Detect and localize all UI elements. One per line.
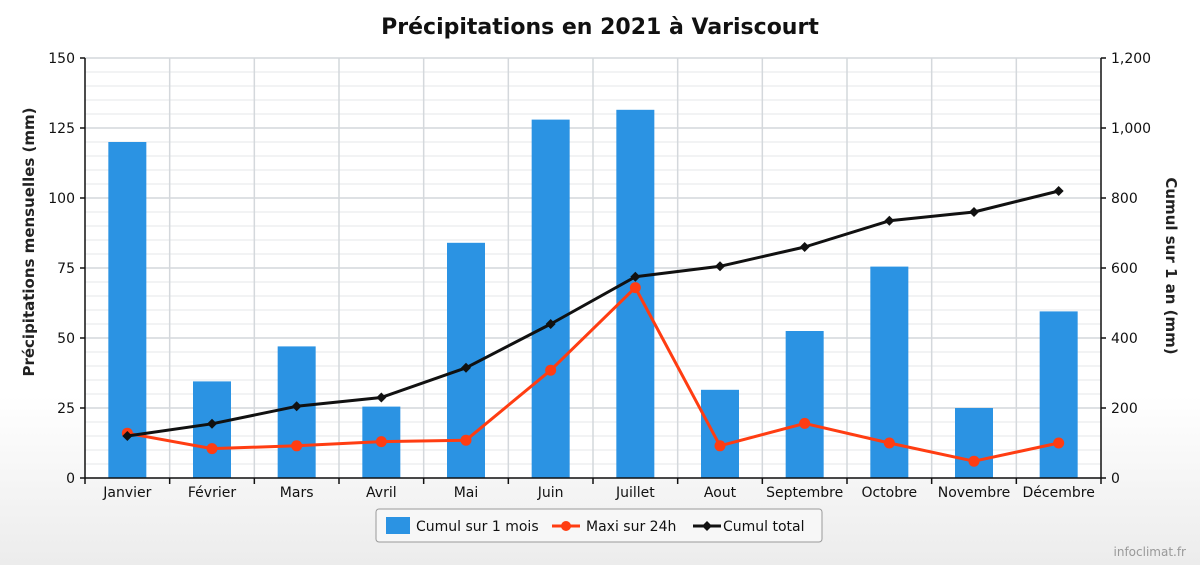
x-tick-label: Septembre <box>766 485 843 501</box>
legend-label-max24h: Maxi sur 24h <box>586 519 676 535</box>
x-axis-ticks: Janvier Février Mars Avril Mai Juin Juillet Aou… <box>84 478 1102 501</box>
y2-tick-label: 600 <box>1111 261 1138 277</box>
legend-swatch-bar <box>386 517 410 534</box>
point-total <box>376 392 387 403</box>
bar <box>701 389 739 478</box>
x-tick-label: Aout <box>704 485 737 501</box>
series-line-max24h <box>127 286 1060 463</box>
point-max24h <box>460 434 472 446</box>
y-tick-label: 100 <box>48 191 75 207</box>
y2-tick-label: 200 <box>1111 401 1138 417</box>
y2-tick-label: 1,000 <box>1111 121 1151 137</box>
series-line-total <box>127 189 1060 438</box>
bar <box>108 142 147 478</box>
bar <box>193 381 231 478</box>
point-total <box>969 207 979 217</box>
bar-series <box>108 109 1078 479</box>
x-tick-label: Mars <box>280 485 314 501</box>
y2-tick-label: 800 <box>1111 191 1138 207</box>
point-max24h <box>1053 437 1065 449</box>
point-max24h <box>714 440 726 452</box>
point-total <box>122 431 133 441</box>
point-total <box>545 319 556 329</box>
point-total <box>291 401 302 412</box>
y-tick-label: 125 <box>48 121 75 137</box>
point-total <box>799 242 810 252</box>
y2-tick-label: 1,200 <box>1111 51 1151 67</box>
legend-marker-max24h <box>561 521 571 531</box>
x-tick-label: Novembre <box>938 485 1011 501</box>
legend-marker-total <box>702 521 712 531</box>
point-total <box>461 362 471 373</box>
x-tick-label: Mai <box>454 485 479 501</box>
point-max24h <box>968 455 980 467</box>
credit-text: infoclimat.fr <box>1114 545 1187 559</box>
x-tick-label: Avril <box>366 485 397 501</box>
point-max24h <box>883 437 895 449</box>
y-tick-label: 50 <box>57 331 75 347</box>
bar <box>277 346 316 478</box>
point-total <box>884 215 895 226</box>
bar <box>955 408 993 478</box>
point-max24h <box>291 440 303 452</box>
chart-title: Précipitations en 2021 à Variscourt <box>381 15 819 40</box>
x-tick-label: Février <box>188 485 236 501</box>
y-tick-label: 25 <box>57 401 75 417</box>
bar <box>1039 311 1078 478</box>
y-tick-label: 0 <box>66 471 75 487</box>
x-tick-label: Décembre <box>1023 485 1095 501</box>
point-max24h <box>375 436 387 448</box>
y-axis-title: Précipitations mensuelles (mm) <box>20 107 38 376</box>
right-axis-ticks: 0 200 400 600 800 1,000 1,200 <box>1101 51 1151 487</box>
legend: Cumul sur 1 mois Maxi sur 24h Cumul tota… <box>375 508 823 543</box>
legend-frame <box>375 508 823 543</box>
point-total <box>207 418 217 429</box>
bar <box>616 109 655 479</box>
x-tick-label: Janvier <box>102 485 151 501</box>
point-total <box>1053 186 1064 196</box>
y2-tick-label: 400 <box>1111 331 1138 347</box>
bar <box>531 119 570 478</box>
point-max24h <box>206 443 218 455</box>
y2-tick-label: 0 <box>1111 471 1120 487</box>
x-tick-label: Juillet <box>615 485 655 501</box>
point-max24h <box>545 364 557 376</box>
point-total <box>715 261 725 272</box>
bar <box>785 331 824 478</box>
left-axis-ticks: 0 25 50 75 100 125 150 <box>48 51 85 487</box>
line-series <box>121 186 1065 467</box>
point-max24h <box>629 282 641 294</box>
y2-axis-title: Cumul sur 1 an (mm) <box>1162 177 1180 354</box>
x-tick-label: Juin <box>537 485 564 501</box>
legend-label-total: Cumul total <box>723 519 805 535</box>
point-total <box>630 271 641 282</box>
legend-label-monthly: Cumul sur 1 mois <box>416 519 539 535</box>
y-tick-label: 75 <box>57 261 75 277</box>
x-tick-label: Octobre <box>861 485 917 501</box>
point-max24h <box>799 417 811 429</box>
grid <box>85 57 1101 479</box>
y-tick-label: 150 <box>48 51 75 67</box>
